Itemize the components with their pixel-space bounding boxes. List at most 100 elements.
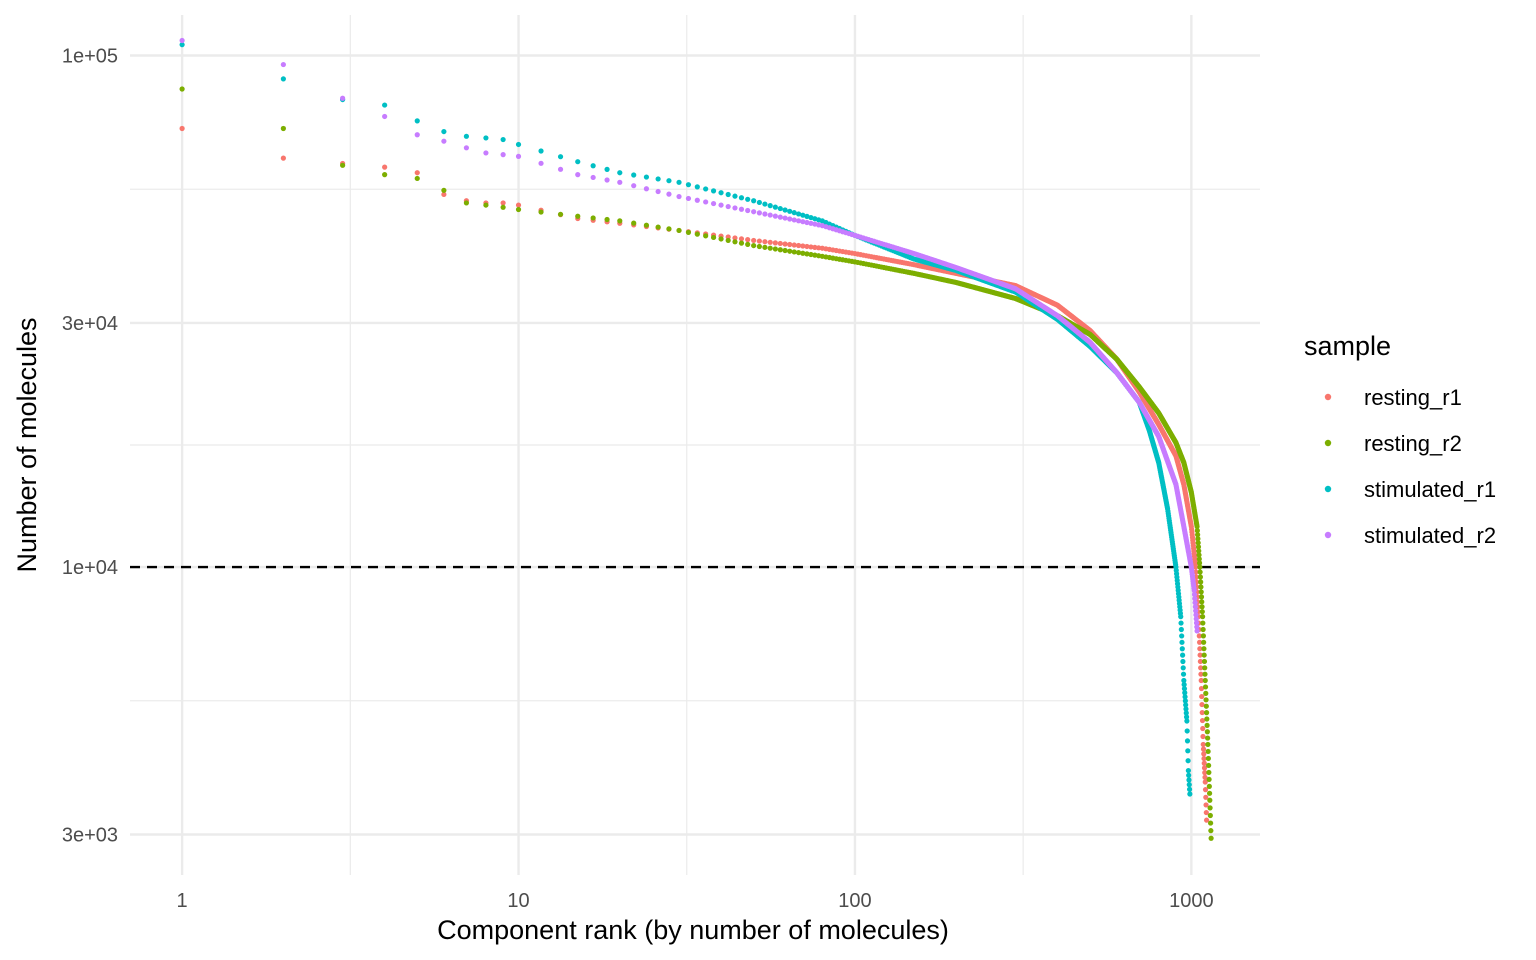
data-point <box>1203 817 1210 823</box>
data-point <box>1191 587 1197 594</box>
data-point <box>280 125 286 132</box>
data-point <box>1205 748 1211 755</box>
data-point <box>590 174 596 181</box>
data-point <box>1202 665 1208 671</box>
data-point <box>1198 685 1205 692</box>
data-point <box>1194 624 1200 630</box>
legend-item-resting_r1: resting_r1 <box>1324 385 1462 410</box>
data-point <box>1203 794 1209 800</box>
data-point <box>1196 633 1202 639</box>
data-point <box>655 224 661 230</box>
data-point <box>745 207 751 214</box>
data-point <box>1206 790 1213 796</box>
data-point <box>767 203 773 209</box>
data-point <box>1198 671 1204 677</box>
data-point <box>463 133 470 139</box>
data-point <box>1199 614 1206 620</box>
data-point <box>666 178 672 184</box>
data-point <box>804 219 810 226</box>
data-point <box>1205 741 1211 748</box>
data-point <box>1207 805 1213 811</box>
data-point <box>1182 694 1188 700</box>
data-point <box>557 154 564 160</box>
legend-item-resting_r2: resting_r2 <box>1324 431 1462 456</box>
data-point <box>694 231 700 237</box>
data-point <box>1203 710 1210 716</box>
data-point <box>483 135 489 141</box>
data-point <box>676 193 682 200</box>
data-point <box>1207 812 1213 819</box>
data-point <box>782 241 788 247</box>
data-point <box>1193 612 1199 618</box>
data-point <box>1199 709 1205 716</box>
data-point <box>738 236 745 242</box>
data-point <box>617 179 623 185</box>
data-point <box>1197 574 1203 580</box>
data-point <box>1183 710 1189 716</box>
data-point <box>718 236 724 242</box>
data-point <box>787 208 793 214</box>
data-point <box>1194 523 1200 530</box>
data-point <box>732 235 738 241</box>
data-point <box>1203 690 1209 696</box>
data-point <box>1200 633 1206 639</box>
data-point <box>685 229 692 235</box>
data-point <box>703 199 709 205</box>
data-point <box>441 128 447 135</box>
data-point <box>1186 777 1192 783</box>
legend-label: resting_r1 <box>1364 385 1462 410</box>
data-point <box>1179 646 1185 652</box>
data-point <box>441 187 447 193</box>
data-point <box>414 132 420 138</box>
data-point <box>800 212 806 218</box>
data-point <box>1204 729 1210 735</box>
data-point <box>745 196 751 202</box>
legend-item-stimulated_r2: stimulated_r2 <box>1324 523 1496 548</box>
x-axis-ticks: 1 10 100 1000 <box>177 890 1214 912</box>
data-point <box>1193 564 1199 570</box>
data-point <box>787 216 793 222</box>
data-point <box>382 113 388 120</box>
data-point <box>500 152 506 158</box>
data-point <box>1184 718 1190 724</box>
data-point <box>643 222 650 228</box>
y-tick-label: 3e+03 <box>62 824 118 846</box>
data-point <box>515 141 522 148</box>
data-point <box>1198 665 1204 671</box>
data-point <box>1201 755 1207 762</box>
data-point <box>1201 646 1207 652</box>
data-point <box>655 188 661 195</box>
data-point <box>1202 684 1209 690</box>
data-point <box>772 240 778 246</box>
legend-label: stimulated_r2 <box>1364 523 1496 548</box>
series-stimulated_r1 <box>179 42 1193 797</box>
data-point <box>1202 677 1208 684</box>
data-point <box>1202 671 1208 677</box>
data-point <box>1199 693 1205 700</box>
data-point <box>1200 733 1206 740</box>
legend-label: resting_r2 <box>1364 431 1462 456</box>
data-point <box>791 217 797 223</box>
data-point <box>1195 544 1202 550</box>
data-point <box>1194 528 1200 534</box>
data-point <box>1180 671 1187 677</box>
data-point <box>767 245 773 251</box>
data-point <box>732 193 738 199</box>
data-point <box>1185 758 1191 764</box>
data-point <box>777 214 783 220</box>
data-point <box>1192 604 1198 610</box>
data-point <box>1198 677 1204 684</box>
data-point <box>1199 609 1205 615</box>
data-point <box>787 248 793 254</box>
data-point <box>1207 797 1213 803</box>
data-point <box>1178 626 1184 633</box>
data-point <box>280 61 286 68</box>
data-point <box>762 201 768 207</box>
data-point <box>340 95 346 101</box>
data-point <box>782 207 788 213</box>
data-point <box>1198 579 1204 585</box>
data-point <box>1187 791 1193 797</box>
x-axis-title: Component rank (by number of molecules) <box>437 915 949 945</box>
data-point <box>382 102 388 108</box>
data-point <box>1203 802 1209 808</box>
